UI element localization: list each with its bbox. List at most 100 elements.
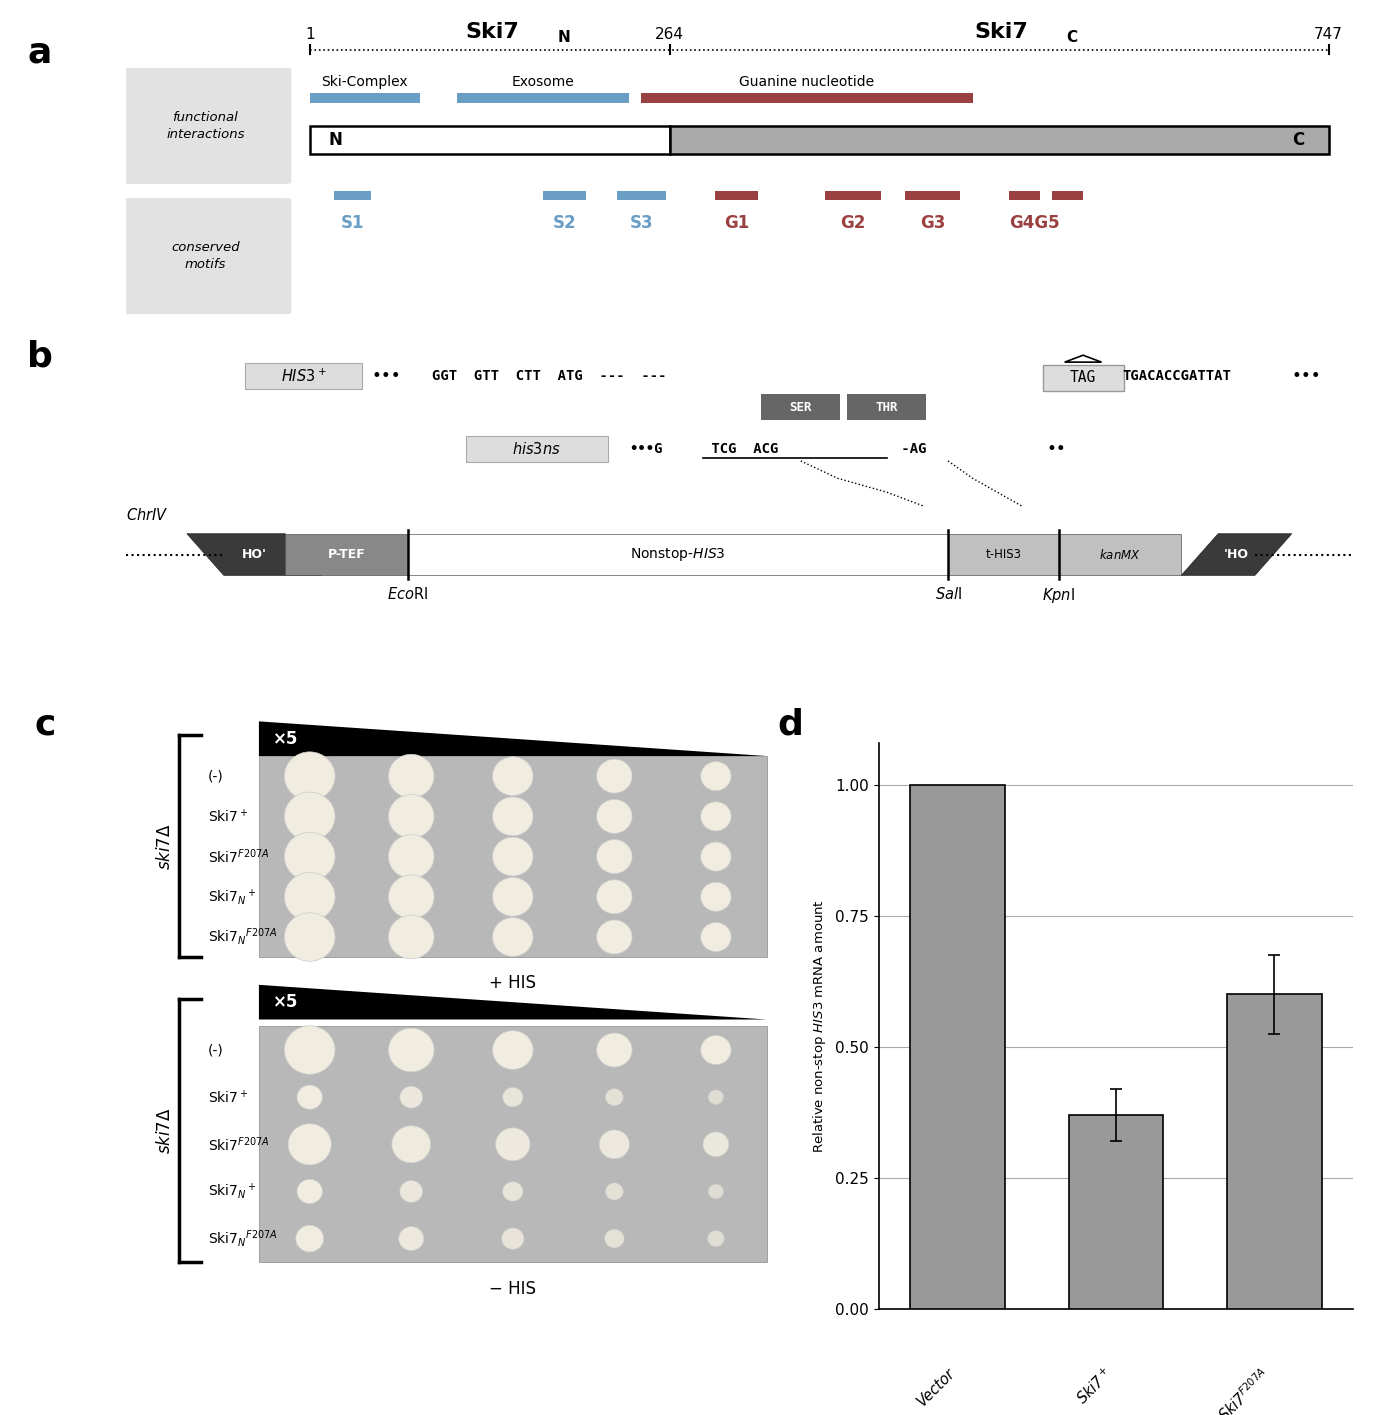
- Circle shape: [703, 1132, 728, 1156]
- Text: HO': HO': [241, 548, 266, 560]
- Text: Guanine nucleotide: Guanine nucleotide: [739, 75, 875, 89]
- Circle shape: [492, 797, 533, 836]
- Circle shape: [597, 1033, 632, 1067]
- Circle shape: [388, 916, 434, 959]
- Text: -AG: -AG: [893, 441, 926, 456]
- Circle shape: [700, 761, 731, 791]
- Circle shape: [597, 799, 632, 833]
- Text: Ski7$^{F207A}$: Ski7$^{F207A}$: [208, 848, 269, 866]
- Bar: [1226, 995, 1321, 1309]
- Circle shape: [604, 1230, 624, 1248]
- Bar: [335, 191, 371, 200]
- Text: •••: •••: [1292, 366, 1321, 385]
- FancyBboxPatch shape: [120, 198, 292, 314]
- Circle shape: [597, 880, 632, 914]
- Text: Ski7$^{F207A}$: Ski7$^{F207A}$: [1215, 1365, 1274, 1415]
- Circle shape: [605, 1183, 624, 1200]
- Text: 1: 1: [306, 27, 314, 42]
- FancyBboxPatch shape: [1042, 365, 1123, 391]
- Text: d: d: [777, 708, 804, 741]
- Y-axis label: Relative non-stop $\it{HIS3}$ mRNA amount: Relative non-stop $\it{HIS3}$ mRNA amoun…: [812, 899, 829, 1153]
- Circle shape: [502, 1088, 523, 1107]
- Circle shape: [600, 1129, 629, 1159]
- Text: + HIS: + HIS: [490, 975, 536, 992]
- Circle shape: [289, 1124, 331, 1165]
- Text: b: b: [28, 340, 53, 374]
- Circle shape: [285, 873, 335, 921]
- Circle shape: [400, 1180, 423, 1203]
- Text: (-): (-): [208, 1043, 223, 1057]
- Text: (-): (-): [208, 770, 223, 782]
- Text: Ski7$^+$: Ski7$^+$: [208, 808, 248, 825]
- Circle shape: [388, 835, 434, 879]
- Text: S1: S1: [340, 214, 364, 232]
- Circle shape: [502, 1228, 525, 1249]
- Text: Nonstop-$\it{HIS3}$: Nonstop-$\it{HIS3}$: [631, 546, 725, 563]
- Circle shape: [297, 1179, 322, 1204]
- Bar: [642, 93, 972, 103]
- Text: conserved
motifs: conserved motifs: [172, 241, 240, 272]
- Text: N: N: [328, 132, 342, 149]
- Bar: [259, 1026, 767, 1262]
- Text: TCG  ACG: TCG ACG: [703, 441, 778, 456]
- Circle shape: [285, 751, 335, 801]
- Circle shape: [285, 792, 335, 841]
- Text: THR: THR: [876, 400, 898, 413]
- Text: t-HIS3: t-HIS3: [985, 548, 1021, 560]
- Text: •••: •••: [371, 366, 400, 385]
- Text: S2: S2: [552, 214, 576, 232]
- Text: P-TEF: P-TEF: [328, 548, 365, 560]
- Circle shape: [709, 1090, 724, 1105]
- Text: ×5: ×5: [273, 993, 299, 1012]
- FancyBboxPatch shape: [244, 362, 363, 389]
- Text: − HIS: − HIS: [490, 1279, 536, 1298]
- Bar: [407, 533, 949, 576]
- Circle shape: [388, 754, 434, 798]
- Circle shape: [700, 923, 731, 951]
- Bar: [1069, 1115, 1163, 1309]
- FancyBboxPatch shape: [762, 395, 840, 420]
- Text: S3: S3: [629, 214, 653, 232]
- Polygon shape: [259, 722, 767, 756]
- Text: C: C: [1292, 132, 1304, 149]
- Text: Ski7$^{F207A}$: Ski7$^{F207A}$: [208, 1135, 269, 1153]
- Text: C: C: [1067, 30, 1078, 45]
- Text: functional
interactions: functional interactions: [166, 110, 244, 142]
- Text: $\it{his3ns}$: $\it{his3ns}$: [512, 441, 561, 457]
- Text: Ski7$^+$: Ski7$^+$: [208, 1088, 248, 1105]
- Circle shape: [285, 913, 335, 961]
- Circle shape: [502, 1182, 523, 1201]
- Text: Ski7$^+$: Ski7$^+$: [1074, 1365, 1116, 1408]
- Circle shape: [392, 1126, 431, 1163]
- Bar: [714, 191, 757, 200]
- Bar: [458, 93, 629, 103]
- Circle shape: [297, 1085, 322, 1109]
- Text: G2: G2: [840, 214, 865, 232]
- Circle shape: [285, 832, 335, 880]
- Polygon shape: [259, 985, 767, 1019]
- Text: Ski7$_N$$^{F207A}$: Ski7$_N$$^{F207A}$: [208, 1228, 278, 1249]
- Polygon shape: [1182, 533, 1292, 576]
- Circle shape: [388, 1029, 434, 1071]
- Bar: [617, 191, 665, 200]
- Circle shape: [296, 1225, 324, 1252]
- Circle shape: [597, 760, 632, 794]
- FancyBboxPatch shape: [466, 436, 608, 461]
- Bar: [1059, 533, 1182, 576]
- Bar: [1010, 191, 1041, 200]
- Text: G3: G3: [921, 214, 946, 232]
- Circle shape: [492, 1030, 533, 1070]
- Circle shape: [492, 877, 533, 916]
- Bar: [310, 93, 420, 103]
- Text: G4G5: G4G5: [1009, 214, 1059, 232]
- Text: Exosome: Exosome: [512, 75, 575, 89]
- Text: TGACACCGATTAT: TGACACCGATTAT: [1123, 369, 1232, 383]
- Circle shape: [700, 842, 731, 872]
- Text: •••G: •••G: [629, 441, 663, 456]
- Text: ×5: ×5: [273, 730, 299, 747]
- Text: 'HO: 'HO: [1223, 548, 1249, 560]
- Text: $\it{ski7}$$\Delta$: $\it{ski7}$$\Delta$: [156, 822, 173, 870]
- Circle shape: [388, 874, 434, 918]
- Text: $\it{Sal}$I: $\it{Sal}$I: [935, 586, 961, 601]
- Bar: [1052, 191, 1083, 200]
